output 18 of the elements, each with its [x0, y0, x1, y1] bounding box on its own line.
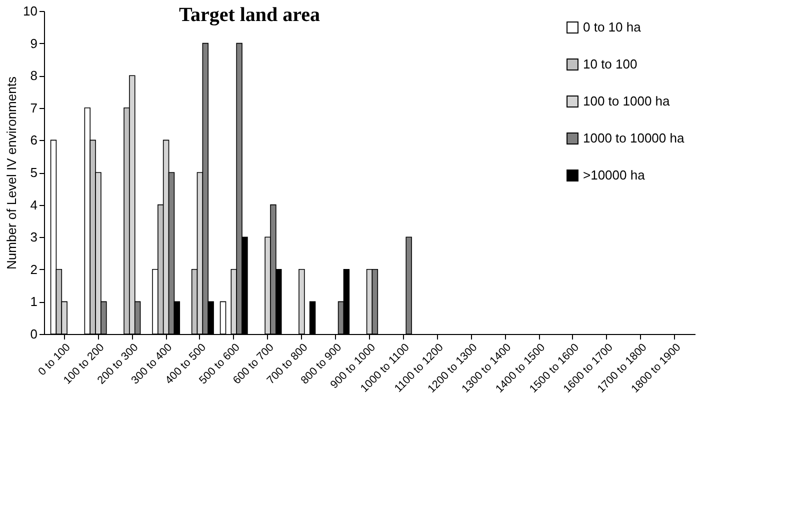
y-tick-label: 6 — [30, 132, 38, 148]
y-tick-label: 8 — [30, 68, 38, 84]
y-axis-title: Number of Level IV environments — [4, 76, 20, 270]
y-tick-label: 4 — [30, 197, 38, 212]
y-tick-label: 10 — [23, 4, 38, 18]
legend-label: 0 to 10 ha — [583, 20, 642, 34]
y-tick-label: 3 — [30, 230, 38, 245]
y-tick-label: 9 — [30, 36, 38, 51]
y-tick-label: 7 — [30, 100, 38, 116]
y-tick-label: 5 — [30, 165, 38, 180]
legend-label: 100 to 1000 ha — [583, 94, 671, 108]
chart-title: Target land area — [178, 4, 320, 26]
legend-label: 1000 to 10000 ha — [583, 130, 685, 146]
legend-label: 10 to 100 — [583, 56, 638, 72]
y-tick-label: 1 — [30, 294, 38, 310]
y-tick-label: 2 — [30, 262, 38, 277]
legend-label: >10000 ha — [583, 168, 646, 182]
y-tick-label: 0 — [30, 326, 38, 342]
